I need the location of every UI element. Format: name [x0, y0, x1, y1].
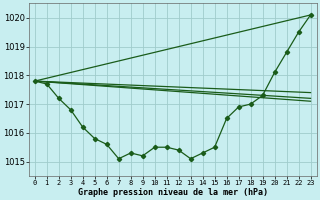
X-axis label: Graphe pression niveau de la mer (hPa): Graphe pression niveau de la mer (hPa)	[78, 188, 268, 197]
